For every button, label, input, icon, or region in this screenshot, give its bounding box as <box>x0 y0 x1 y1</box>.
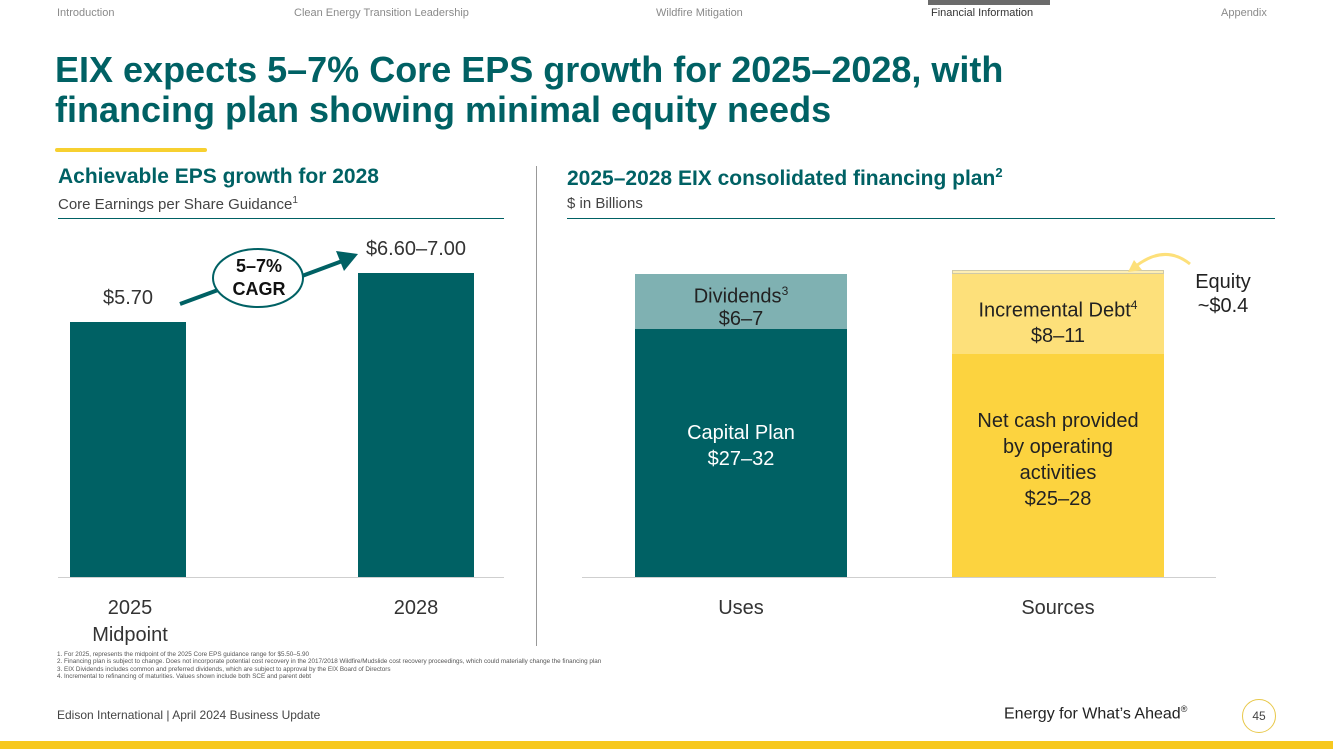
left-heading: Achievable EPS growth for 2028 <box>58 165 379 188</box>
operating-cash-label-line3: activities <box>1019 462 1097 484</box>
eps-bar-2025 <box>70 322 186 577</box>
right-heading-text: 2025–2028 EIX consolidated financing pla… <box>567 167 996 190</box>
footnote-ref-2: 2 <box>995 165 1003 180</box>
equity-arrow-head <box>1128 260 1142 272</box>
nav-financial[interactable]: Financial Information <box>931 7 1034 19</box>
footnote-3: 3. EIX Dividends includes common and pre… <box>57 665 391 673</box>
cagr-arrow-graphic <box>179 248 358 308</box>
incremental-debt-label-name: Incremental Debt4 <box>978 298 1138 322</box>
eps-bar-2028 <box>358 273 474 577</box>
right-subheading: $ in Billions <box>567 195 643 212</box>
footer-tagline: Energy for What’s Ahead® <box>1004 704 1187 723</box>
title-underline <box>55 148 207 152</box>
footer-company-date: Edison International | April 2024 Busine… <box>57 708 321 722</box>
financing-axis-line <box>582 577 1216 578</box>
footer-tagline-text: Energy for What’s Ahead <box>1004 705 1181 723</box>
eps-category-2025: 2025 Midpoint <box>50 595 210 649</box>
nav-introduction[interactable]: Introduction <box>57 7 115 19</box>
footnote-ref-1: 1 <box>292 195 298 206</box>
incremental-debt-label: Incremental Debt4 $8–11 <box>952 293 1164 349</box>
dividends-label-name: Dividends3 <box>693 284 789 308</box>
dividends-label: Dividends3 $6–7 <box>635 280 847 330</box>
uses-dividends-segment <box>635 274 847 329</box>
cagr-label-line2: CAGR <box>232 279 286 299</box>
cagr-label: 5–7% CAGR <box>213 255 305 301</box>
bottom-accent-band <box>0 741 1333 749</box>
registered-mark: ® <box>1180 704 1188 714</box>
equity-arrow-curve <box>1135 253 1191 268</box>
dividends-label-range: $6–7 <box>718 307 764 330</box>
left-subheading-text: Core Earnings per Share Guidance <box>58 196 293 213</box>
footnotes: 1. For 2025, represents the midpoint of … <box>57 651 601 681</box>
equity-callout-arrow <box>1128 253 1191 272</box>
eps-axis-line <box>58 577 504 578</box>
left-heading-rule <box>58 218 504 219</box>
eps-category-2025-line2: Midpoint <box>92 624 168 646</box>
eps-value-2028: $6.60–7.00 <box>365 238 467 261</box>
right-heading: 2025–2028 EIX consolidated financing pla… <box>567 165 1003 191</box>
page-title-line1: EIX expects 5–7% Core EPS growth for 202… <box>55 49 1004 90</box>
page-title: EIX expects 5–7% Core EPS growth for 202… <box>55 50 1205 130</box>
capital-plan-label-name: Capital Plan <box>687 422 795 444</box>
eps-value-2025: $5.70 <box>102 287 154 310</box>
page-title-line2: financing plan showing minimal equity ne… <box>55 89 832 130</box>
footnote-ref-3: 3 <box>781 284 789 298</box>
nav-wildfire[interactable]: Wildfire Mitigation <box>656 7 743 19</box>
eps-category-2025-line1: 2025 <box>107 597 153 619</box>
cagr-arrow-shaft <box>301 258 346 278</box>
operating-cash-label: Net cash provided by operating activitie… <box>952 408 1164 512</box>
left-subheading: Core Earnings per Share Guidance1 <box>58 195 298 213</box>
operating-cash-label-line1: Net cash provided <box>977 410 1139 432</box>
operating-cash-label-range: $25–28 <box>1024 488 1092 510</box>
cagr-arrow-head <box>336 251 358 271</box>
nav-clean-energy[interactable]: Clean Energy Transition Leadership <box>294 7 469 19</box>
page-number: 45 <box>1242 699 1276 733</box>
equity-label-line1: Equity <box>1195 271 1251 293</box>
cagr-ellipse <box>212 248 304 308</box>
capital-plan-label: Capital Plan $27–32 <box>635 420 847 472</box>
cagr-label-line1: 5–7% <box>235 256 283 276</box>
section-divider <box>536 166 537 646</box>
incremental-debt-label-range: $8–11 <box>1030 324 1086 347</box>
nav-active-indicator <box>928 0 1050 5</box>
sources-equity-segment <box>952 270 1164 274</box>
equity-label-line2: ~$0.4 <box>1197 295 1249 317</box>
footnote-ref-4: 4 <box>1130 298 1138 312</box>
eps-category-2028: 2028 <box>393 597 439 619</box>
section-nav: Introduction Clean Energy Transition Lea… <box>0 0 1333 24</box>
sources-operating-cash-segment <box>952 353 1164 577</box>
capital-plan-label-range: $27–32 <box>707 448 775 470</box>
operating-cash-label-line2: by operating <box>1002 436 1114 458</box>
sources-incremental-debt-segment <box>952 274 1164 354</box>
financing-category-sources: Sources <box>1021 597 1095 619</box>
right-heading-rule <box>567 218 1275 219</box>
uses-capital-plan-segment <box>635 328 847 577</box>
footnote-1: 1. For 2025, represents the midpoint of … <box>57 651 310 658</box>
cagr-arrow-tail <box>179 288 219 306</box>
footnote-4: 4. Incremental to refinancing of maturit… <box>57 673 312 681</box>
footnote-2: 2. Financing plan is subject to change. … <box>57 658 602 666</box>
equity-label: Equity ~$0.4 <box>1183 270 1263 318</box>
financing-category-uses: Uses <box>718 597 764 619</box>
nav-appendix[interactable]: Appendix <box>1221 7 1267 19</box>
